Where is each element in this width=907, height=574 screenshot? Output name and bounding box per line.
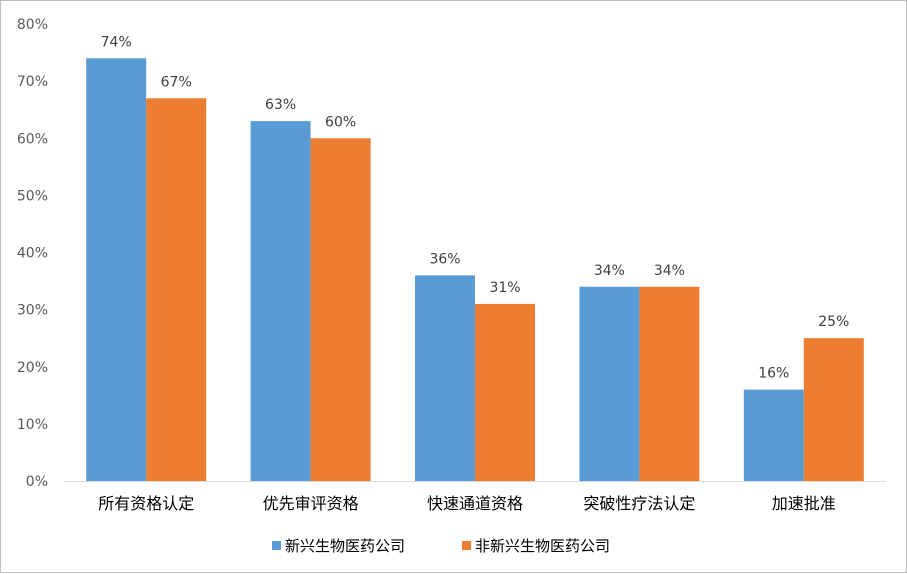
legend-label: 新兴生物医药公司: [285, 537, 405, 555]
y-tick-label: 10%: [17, 417, 48, 433]
y-tick-label: 30%: [17, 303, 48, 319]
y-tick-label: 80%: [17, 17, 48, 33]
data-label: 34%: [654, 263, 685, 279]
bar: [803, 338, 864, 481]
bar: [475, 303, 535, 481]
bar: [579, 286, 640, 481]
y-tick-label: 50%: [17, 188, 48, 204]
data-label: 16%: [758, 366, 789, 382]
bar: [743, 389, 804, 481]
data-label: 67%: [161, 74, 192, 90]
x-tick-label: 所有资格认定: [98, 494, 194, 513]
data-label: 31%: [489, 280, 520, 296]
bar: [639, 286, 700, 481]
data-label: 60%: [325, 114, 356, 130]
y-tick-label: 20%: [17, 360, 48, 376]
x-tick-label: 加速批准: [772, 494, 836, 513]
legend-swatch: [462, 541, 471, 550]
y-tick-label: 70%: [17, 74, 48, 90]
x-tick-label: 快速通道资格: [427, 494, 523, 513]
y-tick-label: 0%: [26, 474, 48, 490]
y-tick-label: 40%: [17, 246, 48, 262]
data-label: 74%: [101, 34, 132, 50]
bar: [415, 275, 475, 481]
legend-swatch: [272, 541, 281, 550]
legend-label: 非新兴生物医药公司: [475, 537, 610, 555]
bar: [146, 98, 207, 481]
data-label: 36%: [429, 251, 460, 267]
x-tick-label: 优先审评资格: [263, 494, 359, 513]
data-label: 63%: [265, 97, 296, 113]
x-tick-label: 突破性疗法认定: [583, 494, 695, 513]
data-label: 25%: [818, 314, 849, 330]
y-tick-label: 60%: [17, 131, 48, 147]
bar: [250, 121, 311, 482]
bar: [86, 58, 147, 482]
data-label: 34%: [594, 263, 625, 279]
bar: [310, 138, 371, 481]
